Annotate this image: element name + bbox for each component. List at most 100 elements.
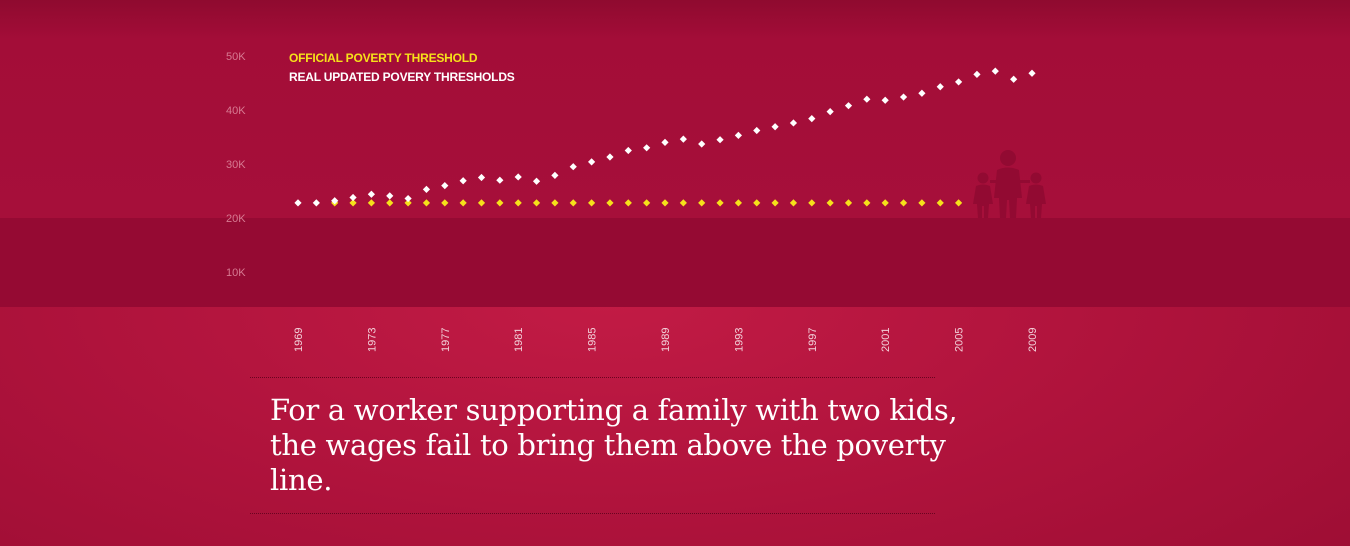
data-point — [367, 199, 375, 207]
data-point — [496, 176, 504, 184]
x-tick-label: 2009 — [1027, 328, 1039, 352]
data-point — [422, 185, 431, 193]
data-point — [863, 199, 871, 207]
y-tick-label: 40K — [226, 105, 246, 117]
data-point — [771, 199, 779, 207]
data-point — [459, 177, 467, 185]
data-point — [973, 70, 981, 78]
data-point — [606, 199, 614, 207]
data-point — [936, 199, 944, 207]
data-point — [698, 140, 706, 148]
data-point — [881, 96, 889, 104]
data-point — [808, 115, 816, 123]
data-point — [1028, 69, 1036, 77]
family-icon — [973, 150, 1046, 218]
data-points — [294, 67, 1036, 207]
data-point — [899, 93, 908, 101]
data-point — [955, 78, 963, 86]
data-point — [918, 89, 926, 97]
y-axis: 50K 40K 30K 20K 10K — [226, 51, 246, 279]
y-tick-label: 20K — [226, 213, 246, 225]
data-point — [771, 123, 779, 131]
chart-top-panel — [0, 0, 1350, 218]
x-tick-label: 1989 — [660, 328, 672, 352]
data-point — [826, 108, 834, 116]
data-point — [918, 199, 926, 207]
data-point — [734, 131, 742, 139]
data-point — [826, 199, 834, 207]
data-point — [514, 173, 522, 181]
x-tick-label: 2001 — [880, 328, 892, 352]
data-point — [899, 199, 908, 207]
data-point — [661, 138, 669, 146]
x-tick-label: 2005 — [954, 328, 966, 352]
data-point — [496, 199, 504, 207]
data-point — [386, 192, 394, 200]
data-point — [955, 199, 963, 207]
x-tick-label: 1977 — [440, 328, 452, 352]
data-point — [588, 199, 596, 207]
top-dotted-divider — [250, 377, 935, 378]
data-point — [588, 158, 596, 166]
data-point — [367, 190, 375, 198]
y-tick-label: 10K — [226, 267, 246, 279]
series-official-poverty-threshold — [331, 199, 963, 207]
y-tick-label: 50K — [226, 51, 246, 63]
data-point — [312, 199, 320, 207]
x-tick-label: 1981 — [513, 328, 525, 352]
caption-text: For a worker supporting a family with tw… — [270, 393, 958, 497]
bottom-dotted-divider — [250, 513, 935, 514]
data-point — [624, 146, 632, 155]
data-point — [734, 199, 742, 207]
data-point — [551, 171, 559, 179]
data-point — [1010, 75, 1018, 83]
data-point — [624, 199, 632, 207]
data-point — [422, 199, 431, 207]
data-point — [569, 163, 577, 171]
data-point — [808, 199, 816, 207]
data-point — [551, 199, 559, 207]
data-point — [532, 177, 541, 185]
data-point — [881, 199, 889, 207]
data-point — [753, 199, 761, 207]
data-point — [441, 199, 449, 207]
data-point — [532, 199, 541, 207]
data-point — [716, 136, 724, 144]
x-tick-label: 1993 — [733, 328, 745, 352]
data-point — [606, 153, 614, 161]
data-point — [404, 199, 412, 207]
data-point — [514, 199, 522, 207]
x-axis: 1969 1973 1977 1981 1985 1989 1993 1997 2001 2005… — [293, 328, 1039, 352]
data-point — [459, 199, 467, 207]
y-tick-label: 30K — [226, 159, 246, 171]
data-point — [477, 199, 486, 207]
data-point — [679, 199, 687, 207]
data-point — [404, 194, 412, 203]
data-point — [569, 199, 577, 207]
data-point — [331, 197, 339, 205]
data-point — [477, 173, 486, 182]
data-point — [789, 199, 798, 207]
x-tick-label: 1985 — [587, 328, 599, 352]
x-tick-label: 1969 — [293, 328, 305, 352]
legend-official-poverty-threshold: OFFICIAL POVERTY THRESHOLD — [289, 51, 478, 65]
data-point — [753, 126, 761, 135]
data-point — [716, 199, 724, 207]
poverty-threshold-chart: 50K 40K 30K 20K 10K 1969 1973 1977 1981 1985 1989… — [226, 51, 1046, 352]
data-point — [863, 95, 871, 103]
x-tick-label: 1997 — [807, 328, 819, 352]
data-point — [441, 182, 449, 190]
data-point — [386, 199, 394, 207]
chart-lower-band — [0, 218, 1350, 307]
data-point — [844, 199, 853, 207]
data-point — [643, 144, 651, 152]
data-point — [844, 102, 853, 110]
data-point — [294, 199, 302, 207]
data-point — [349, 193, 357, 202]
data-point — [698, 199, 706, 207]
data-point — [991, 67, 999, 75]
data-point — [349, 199, 357, 207]
data-point — [643, 199, 651, 207]
data-point — [679, 135, 687, 143]
series-real-updated-poverty-thresholds — [294, 67, 1036, 207]
